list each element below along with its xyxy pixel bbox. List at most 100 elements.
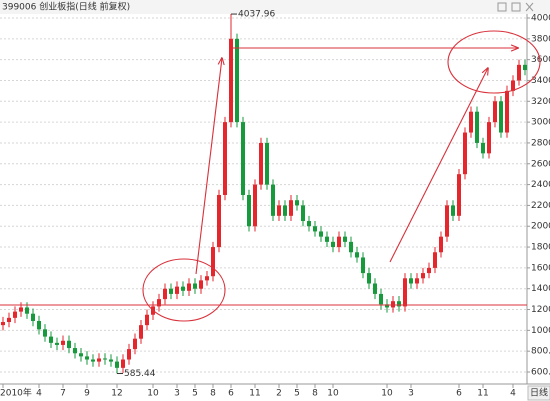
candle-body xyxy=(187,283,191,291)
candle-body xyxy=(433,252,437,268)
candle-body xyxy=(121,359,125,368)
candle-body xyxy=(361,257,365,274)
candle-body xyxy=(427,267,431,274)
y-tick-label: 1400 xyxy=(531,284,550,294)
candle-body xyxy=(421,273,425,279)
candle-body xyxy=(463,132,467,175)
candle-body xyxy=(451,205,455,216)
candle-body xyxy=(283,205,287,216)
candle-body xyxy=(163,288,167,300)
x-tick-label: 11 xyxy=(477,389,488,399)
x-tick-label: 8 xyxy=(312,389,318,399)
candle-body xyxy=(175,286,179,294)
y-tick-label: 3600 xyxy=(531,55,550,65)
candle-body xyxy=(169,288,173,294)
chart-title: 399006 创业板指(日线 前复权) xyxy=(2,1,130,13)
candle-body xyxy=(325,236,329,242)
candle-body xyxy=(505,90,509,133)
candle-body xyxy=(211,247,215,277)
icon-button[interactable] xyxy=(497,2,507,12)
x-tick-label: 10 xyxy=(327,389,339,399)
candle-body xyxy=(487,122,491,154)
candle-body xyxy=(259,142,263,185)
candle-body xyxy=(343,236,347,242)
candle-body xyxy=(349,241,353,253)
candle-body xyxy=(289,200,293,216)
x-tick-label: 6 xyxy=(228,389,234,399)
y-tick-label: 3800 xyxy=(531,34,550,44)
candle-body xyxy=(103,358,107,360)
x-tick-label: 3 xyxy=(174,389,180,399)
candle-body xyxy=(499,101,503,133)
candle-body xyxy=(199,280,203,289)
y-tick-label: 1200 xyxy=(531,305,550,315)
candle-body xyxy=(235,38,239,123)
x-tick-label: 5 xyxy=(294,389,300,399)
candle-body xyxy=(379,293,383,305)
plot-area: 600.0800.0100012001400160018002000220024… xyxy=(0,10,550,399)
x-tick-label: 4 xyxy=(36,389,42,399)
x-tick-label: 10 xyxy=(381,389,393,399)
candle-body xyxy=(13,311,17,318)
y-tick-label: 2000 xyxy=(531,222,550,232)
icon-button[interactable] xyxy=(511,2,521,12)
candle-body xyxy=(1,322,5,326)
candle-body xyxy=(391,301,395,308)
candle-body xyxy=(55,342,59,345)
header-bar xyxy=(0,0,550,14)
candle-body xyxy=(457,174,461,216)
candle-body xyxy=(307,221,311,227)
candle-body xyxy=(247,195,251,227)
x-tick-label: 4 xyxy=(510,389,516,399)
candle-body xyxy=(19,307,23,312)
candle-body xyxy=(61,340,65,345)
x-tick-label: 5 xyxy=(192,389,198,399)
y-tick-label: 800.0 xyxy=(531,347,550,357)
candle-body xyxy=(181,286,185,291)
x-tick-label: 3 xyxy=(408,389,414,399)
candle-body xyxy=(37,320,41,330)
close-button[interactable] xyxy=(525,2,534,12)
candle-body xyxy=(277,205,281,216)
candle-body xyxy=(49,336,53,343)
candle-body xyxy=(109,359,113,362)
x-tick-label: 2010年 xyxy=(0,387,32,399)
y-tick-label: 1600 xyxy=(531,263,550,273)
candle-body xyxy=(241,122,245,195)
x-tick-label: 2 xyxy=(276,389,282,399)
candle-body xyxy=(7,317,11,323)
y-tick-label: 2600 xyxy=(531,159,550,169)
x-tick-label: 12 xyxy=(111,389,122,399)
candle-body xyxy=(139,325,143,339)
period-button[interactable] xyxy=(527,385,550,401)
candle-body xyxy=(67,340,71,349)
y-tick-label: 3400 xyxy=(531,76,550,86)
candle-body xyxy=(193,283,197,289)
candle-body xyxy=(319,231,323,237)
candle-body xyxy=(493,101,497,123)
annotation-label: 4037.96 xyxy=(238,10,275,20)
x-tick-label: 6 xyxy=(456,389,462,399)
candle-body xyxy=(523,64,527,71)
candle-body xyxy=(409,278,413,284)
candle-body xyxy=(469,111,473,133)
x-tick-label: 7 xyxy=(60,389,66,399)
y-tick-label: 600.0 xyxy=(531,368,550,378)
candle-body xyxy=(439,236,443,253)
y-tick-label: 2800 xyxy=(531,138,550,148)
candle-body xyxy=(223,122,227,195)
candle-body xyxy=(115,361,119,368)
candle-body xyxy=(331,241,335,248)
candle-body xyxy=(511,80,515,91)
candle-body xyxy=(517,64,521,81)
annotation-arrow xyxy=(389,68,488,263)
y-tick-label: 3000 xyxy=(531,118,550,128)
candle-body xyxy=(481,142,485,154)
candle-body xyxy=(301,205,305,222)
candle-body xyxy=(133,338,137,350)
candle-body xyxy=(445,205,449,237)
candle-body xyxy=(355,252,359,258)
candle-body xyxy=(85,356,89,360)
